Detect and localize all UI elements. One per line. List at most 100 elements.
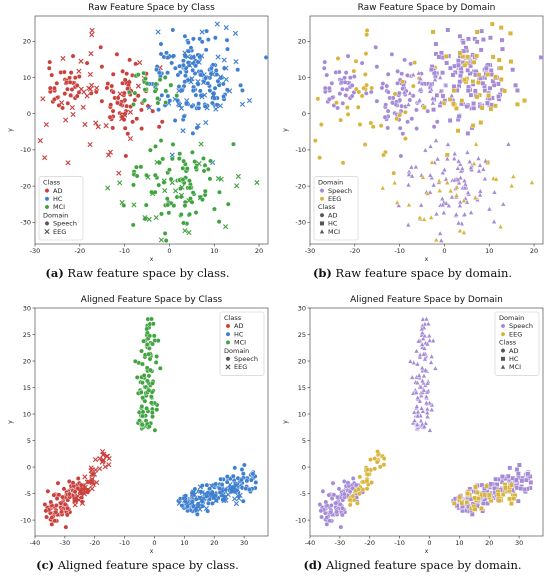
point-mci-speech: [145, 378, 150, 384]
point-hc-eeg: [489, 21, 495, 27]
point-mci-eeg: [417, 214, 423, 220]
point-ad-eeg: [378, 123, 384, 129]
point-ad-speech: [343, 92, 349, 98]
point-ad-speech: [156, 124, 162, 130]
point-ad-eeg: [381, 462, 387, 468]
point-ad-speech: [130, 119, 136, 125]
point-ad-speech: [99, 64, 105, 70]
point-mci-speech: [146, 373, 152, 379]
point-hc-eeg: [227, 88, 233, 94]
point-mci-speech: [147, 356, 153, 362]
point-ad-speech: [399, 71, 405, 77]
point-mci-speech: [448, 92, 455, 98]
point-mci-eeg: [178, 192, 185, 198]
point-ad-speech: [337, 501, 343, 507]
point-ad-eeg: [364, 478, 370, 484]
point-ad-speech: [49, 515, 55, 520]
point-mci-speech: [225, 201, 231, 207]
point-ad-eeg: [122, 112, 128, 118]
point-hc-eeg: [451, 101, 457, 107]
chart-title-d: Aligned Feature Space by Domain: [350, 295, 503, 305]
point-mci-speech: [134, 173, 140, 179]
point-ad-speech: [42, 502, 48, 507]
point-mci-speech: [414, 379, 421, 385]
point-ad-eeg: [94, 479, 100, 486]
point-mci-speech: [147, 147, 153, 153]
point-hc-eeg: [200, 79, 207, 86]
y-tick-label: 0: [27, 110, 31, 118]
y-tick-label: 10: [298, 410, 306, 418]
point-ad-speech: [395, 68, 401, 74]
point-hc-speech: [263, 55, 268, 60]
x-tick-label: 0: [427, 539, 431, 547]
point-hc-speech: [204, 482, 210, 488]
point-ad-eeg: [80, 104, 86, 110]
point-ad-eeg: [340, 160, 346, 166]
point-hc-eeg: [478, 506, 484, 511]
legend-group-title: Domain: [224, 347, 249, 355]
point-ad-speech: [105, 81, 111, 86]
y-axis-label-b: y: [282, 128, 289, 132]
point-mci-speech: [491, 189, 498, 195]
point-hc-speech: [172, 118, 178, 123]
point-ad-eeg: [355, 104, 361, 110]
point-mci-eeg: [493, 176, 499, 182]
point-hc-speech: [481, 500, 486, 506]
point-ad-speech: [63, 524, 69, 530]
point-mci-eeg: [153, 214, 159, 221]
point-hc-speech: [465, 130, 471, 136]
point-ad-eeg: [125, 79, 131, 85]
point-hc-eeg: [454, 105, 459, 111]
point-mci-eeg: [461, 229, 467, 235]
point-mci-speech: [427, 337, 433, 343]
point-mci-speech: [396, 202, 402, 208]
point-mci-speech: [414, 361, 421, 367]
point-mci-eeg: [428, 214, 434, 220]
point-ad-speech: [74, 93, 80, 99]
point-ad-eeg: [403, 109, 408, 115]
point-hc-eeg: [195, 78, 201, 85]
point-mci-speech: [406, 171, 412, 177]
point-ad-speech: [340, 100, 346, 106]
point-mci-eeg: [179, 184, 185, 190]
point-hc-eeg: [485, 72, 491, 77]
point-hc-speech: [450, 72, 456, 78]
point-hc-speech: [205, 80, 211, 86]
point-ad-eeg: [351, 68, 357, 74]
point-hc-eeg: [495, 492, 501, 498]
point-ad-speech: [150, 108, 156, 114]
point-hc-speech: [185, 40, 191, 45]
point-hc-eeg: [203, 505, 209, 512]
point-ad-eeg: [78, 488, 84, 494]
x-tick-label: 10: [180, 539, 188, 547]
point-mci-speech: [423, 393, 430, 399]
point-ad-speech: [107, 114, 113, 120]
point-hc-speech: [194, 511, 200, 517]
point-hc-eeg: [176, 88, 182, 94]
point-hc-eeg: [199, 489, 205, 496]
point-ad-eeg: [359, 93, 365, 99]
point-hc-eeg: [223, 76, 229, 83]
point-mci-eeg: [471, 160, 477, 166]
point-ad-speech: [48, 499, 54, 505]
legend-entry-hc: HC: [234, 330, 244, 338]
point-hc-eeg: [476, 80, 481, 85]
point-ad-speech: [110, 89, 116, 95]
point-ad-speech: [132, 97, 138, 103]
point-ad-eeg: [102, 464, 108, 470]
point-ad-speech: [135, 93, 141, 99]
point-ad-speech: [425, 108, 431, 114]
point-ad-eeg: [400, 79, 406, 85]
point-ad-eeg: [2, 71, 6, 75]
y-tick-label: 0: [302, 110, 306, 118]
chart-panel-d: Aligned Feature Space by Domain -40 -30 -20…: [275, 292, 550, 582]
point-ad-speech: [336, 486, 342, 492]
point-hc-speech: [240, 87, 245, 93]
point-mci-speech: [149, 410, 155, 416]
point-mci-speech: [430, 100, 436, 106]
point-hc-speech: [198, 72, 203, 78]
point-ad-speech: [53, 503, 59, 508]
point-ad-speech: [326, 96, 332, 102]
point-ad-eeg: [89, 32, 95, 38]
point-ad-eeg: [106, 455, 112, 462]
